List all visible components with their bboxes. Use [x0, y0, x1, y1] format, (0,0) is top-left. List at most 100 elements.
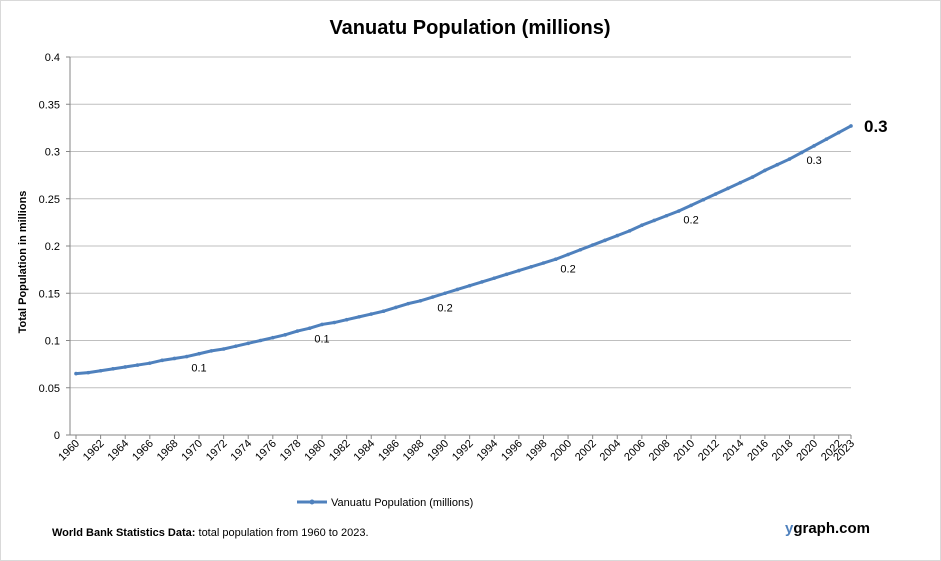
data-point — [98, 368, 103, 373]
gridlines — [70, 56, 851, 389]
x-tick-label: 1990 — [425, 438, 451, 464]
x-tick-label: 1966 — [130, 438, 156, 464]
x-tick-label: 1964 — [106, 438, 132, 464]
data-point — [320, 322, 324, 327]
data-point — [467, 283, 472, 288]
source-note-text: total population from 1960 to 2023. — [195, 527, 369, 539]
legend-label: Vanuatu Population (millions) — [331, 497, 473, 509]
data-point — [357, 315, 361, 319]
data-label: 0.2 — [560, 264, 575, 276]
data-point — [652, 218, 656, 223]
x-tick-label: 1968 — [155, 438, 181, 464]
data-point — [615, 233, 620, 238]
x-tick-label: 1998 — [524, 438, 550, 464]
data-point — [640, 223, 644, 228]
data-point — [86, 370, 91, 375]
data-point — [541, 261, 546, 265]
data-point — [517, 268, 521, 273]
data-point — [246, 341, 251, 346]
x-tick-label: 1962 — [81, 438, 107, 464]
data-point — [713, 192, 718, 196]
data-point — [135, 363, 140, 367]
data-point — [295, 329, 300, 333]
data-point — [812, 144, 816, 148]
data-point — [381, 309, 386, 314]
data-label: 0.3 — [806, 155, 821, 167]
data-point — [566, 252, 570, 257]
data-point — [123, 365, 128, 369]
x-tick-label: 1984 — [352, 438, 378, 464]
y-axis-label: Total Population in millions — [17, 191, 29, 334]
x-tick-label: 1974 — [229, 438, 255, 464]
data-labels: 0.1 0.1 0.2 0.2 0.2 0.3 — [191, 155, 821, 375]
data-point — [172, 356, 177, 361]
data-point — [455, 287, 460, 292]
data-point — [258, 338, 263, 343]
data-point — [344, 317, 349, 322]
x-tick-label: 2010 — [671, 438, 697, 464]
source-note-bold: World Bank Statistics Data: — [52, 527, 196, 539]
data-label: 0.1 — [314, 333, 329, 345]
y-tick-label: 0.15 — [39, 288, 60, 300]
data-point — [160, 358, 164, 363]
data-point — [197, 351, 201, 356]
data-point — [418, 299, 423, 303]
data-point — [283, 333, 287, 337]
data-point — [676, 209, 681, 213]
x-tick-label: 1976 — [253, 438, 279, 464]
data-point — [271, 335, 275, 340]
data-point — [664, 213, 669, 218]
end-value-label: 0.3 — [864, 117, 888, 136]
x-tick-label: 1988 — [401, 438, 427, 464]
data-point — [209, 349, 214, 353]
data-point — [726, 186, 730, 191]
x-tick-label: 2000 — [548, 438, 574, 464]
data-point — [775, 162, 779, 167]
y-axis-ticks: 0 0.05 0.1 0.15 0.2 0.25 0.3 0.35 0.4 — [39, 52, 70, 442]
data-point — [234, 344, 238, 348]
y-tick-label: 0.2 — [45, 241, 60, 253]
data-point — [369, 312, 374, 316]
x-tick-label: 2020 — [794, 438, 820, 464]
data-point — [578, 247, 583, 252]
brand-prefix: y — [785, 520, 794, 537]
x-tick-label: 2004 — [598, 438, 624, 464]
data-point — [750, 175, 755, 179]
x-tick-label: 1970 — [179, 438, 205, 464]
data-point — [74, 371, 78, 376]
legend: Vanuatu Population (millions) — [297, 497, 473, 509]
data-point — [307, 326, 312, 331]
data-point — [443, 291, 447, 296]
data-point — [480, 280, 484, 284]
source-note: World Bank Statistics Data: total popula… — [52, 527, 369, 539]
data-point — [184, 354, 189, 359]
x-tick-label: 2014 — [721, 438, 747, 464]
series-group — [74, 124, 853, 376]
data-point — [787, 157, 792, 161]
data-point — [701, 197, 706, 202]
data-point — [799, 150, 804, 155]
x-tick-label: 1978 — [278, 438, 304, 464]
brand-rest: graph.com — [793, 520, 871, 537]
x-tick-label: 1994 — [475, 438, 501, 464]
brand-logo: ygraph.com — [785, 520, 870, 537]
x-tick-label: 2008 — [647, 438, 673, 464]
y-tick-label: 0.05 — [39, 383, 60, 395]
data-point — [590, 243, 595, 247]
data-point — [836, 130, 841, 135]
y-tick-label: 0.35 — [39, 99, 60, 111]
data-point — [738, 180, 743, 185]
y-tick-label: 0.4 — [45, 52, 60, 64]
x-tick-label: 2002 — [573, 438, 599, 464]
data-point — [504, 272, 509, 277]
data-point — [221, 347, 226, 351]
x-tick-label: 1980 — [302, 438, 328, 464]
data-point — [824, 137, 829, 142]
y-tick-label: 0.1 — [45, 336, 60, 348]
x-tick-label: 2012 — [696, 438, 722, 464]
y-tick-label: 0.25 — [39, 194, 60, 206]
legend-marker — [309, 499, 315, 505]
y-tick-label: 0.3 — [45, 147, 60, 159]
data-point — [849, 124, 853, 128]
